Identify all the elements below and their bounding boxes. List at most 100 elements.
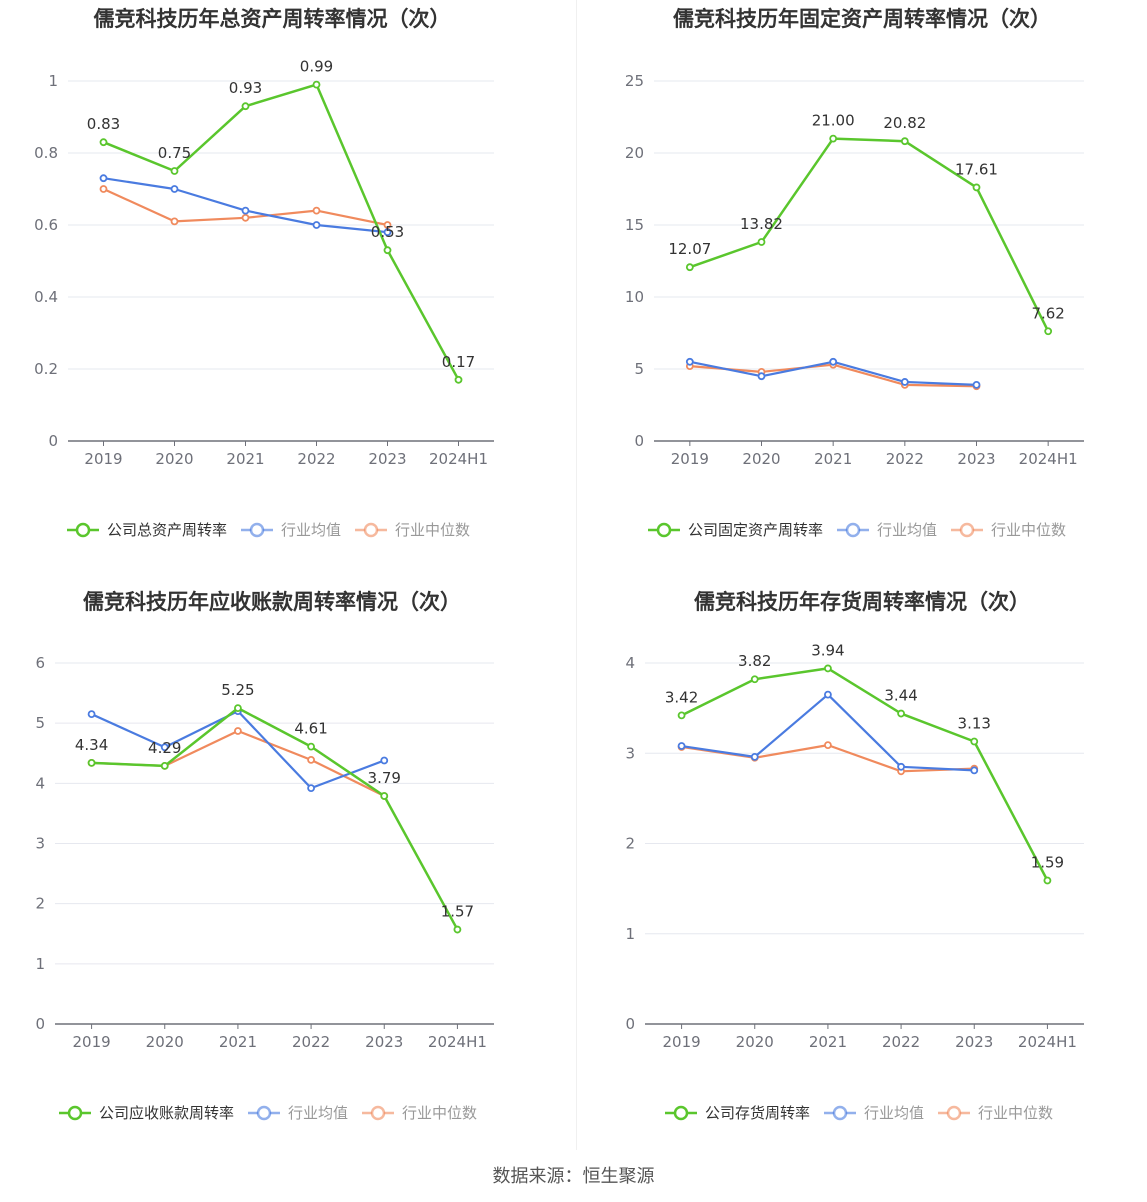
data-label: 0.93 [229,79,262,97]
y-tick-label: 0 [48,432,58,450]
data-label: 5.25 [221,681,254,699]
data-point-company [1044,327,1053,336]
chart-title: 儒竞科技历年应收账款周转率情况（次） [83,590,461,614]
data-label: 0.53 [371,223,404,241]
legend-swatch-marker [959,522,975,538]
x-tick-label: 2024H1 [429,450,488,468]
x-tick-label: 2019 [662,1033,700,1051]
y-tick-label: 1 [35,955,45,973]
data-label: 3.82 [738,652,771,670]
data-label: 12.07 [668,240,711,258]
data-label: 3.94 [811,641,844,659]
data-point-avg [900,378,909,386]
data-point-avg [241,206,250,215]
series-line-avg [103,177,388,234]
x-tick-label: 2021 [219,1033,257,1051]
data-point-avg [757,372,766,381]
x-tick-label: 2022 [292,1033,330,1051]
data-point-median [383,221,392,229]
data-point-median [824,741,832,750]
series-line-company [103,83,460,381]
data-point-company [454,375,463,384]
data-point-median [99,185,108,193]
data-point-avg [170,185,179,193]
x-tick-label: 2020 [155,450,193,468]
data-label: 3.13 [958,715,991,733]
data-point-company [87,758,96,767]
x-tick-label: 2023 [368,450,406,468]
data-point-avg [380,756,389,765]
y-tick-label: 3 [35,835,45,853]
data-label: 3.79 [368,769,401,787]
legend-label: 行业中位数 [991,521,1066,539]
x-tick-label: 2019 [671,450,709,468]
data-label: 1.59 [1031,854,1064,872]
chart-svg: 儒竞科技历年应收账款周转率情况（次） 0 1 2 3 4 5 6 2019 2020 2021 202… [35,590,494,1122]
data-point-company [383,246,392,255]
data-label: 20.82 [883,114,926,132]
legend-label: 行业均值 [281,521,341,539]
data-label: 0.17 [442,353,475,371]
data-point-median [241,213,250,222]
y-tick-label: 0.8 [34,144,58,162]
data-point-median [234,727,242,735]
x-tick-label: 2022 [297,450,335,468]
data-label: 3.44 [884,687,917,705]
chart-svg: 儒竞科技历年存货周转率情况（次） 0 1 2 3 4 2019 2020 2021 2022 202… [625,590,1084,1122]
data-point-company [170,167,179,175]
y-tick-label: 20 [625,144,644,162]
data-point-company [900,137,909,146]
legend-label: 公司应收账款周转率 [99,1104,234,1122]
data-point-company [312,80,321,89]
data-label: 4.61 [294,720,327,738]
x-tick-label: 2020 [146,1033,184,1051]
chart-svg: 儒竞科技历年固定资产周转率情况（次） 0 5 10 15 20 25 2019 2020 2021… [625,7,1084,539]
y-tick-label: 0 [35,1015,45,1033]
data-point-company [972,183,981,192]
data-label: 0.99 [300,58,333,76]
legend-label: 行业均值 [877,521,937,539]
data-label: 21.00 [812,112,855,130]
y-tick-label: 2 [625,835,635,853]
y-tick-label: 1 [625,925,635,943]
legend-swatch-marker [656,522,672,538]
x-tick-label: 2021 [809,1033,847,1051]
legend-swatch-marker [363,522,379,538]
legend-swatch-marker [845,522,861,538]
data-point-avg [87,710,96,719]
chart-title: 儒竞科技历年总资产周转率情况（次） [94,7,451,31]
x-tick-label: 2022 [886,450,924,468]
legend-label: 行业均值 [864,1104,924,1122]
chart-title: 儒竞科技历年存货周转率情况（次） [694,590,1030,614]
legend-swatch-marker [832,1105,848,1121]
data-point-avg [750,752,759,761]
legend-label: 公司存货周转率 [705,1104,810,1122]
data-label: 4.29 [148,739,181,757]
x-tick-label: 2020 [736,1033,774,1051]
data-point-company [234,704,242,713]
legend-swatch-marker [256,1105,272,1121]
data-label: 7.62 [1031,304,1064,322]
x-tick-label: 2023 [955,1033,993,1051]
data-point-avg [307,784,315,793]
y-tick-label: 0.2 [34,360,58,378]
y-tick-label: 0 [625,1015,635,1033]
legend-label: 公司总资产周转率 [107,521,227,539]
data-label: 3.42 [665,688,698,706]
data-point-company [453,925,462,934]
y-tick-label: 4 [625,654,635,672]
chart-svg: 儒竞科技历年总资产周转率情况（次） 0 0.2 0.4 0.6 0.8 1 2019 2020 2… [34,7,494,539]
legend-swatch-marker [67,1105,83,1121]
legend-label: 行业中位数 [402,1104,477,1122]
legend-swatch-marker [673,1105,689,1121]
legend-swatch-marker [946,1105,962,1121]
x-tick-label: 2024H1 [428,1033,487,1051]
x-tick-label: 2019 [72,1033,110,1051]
data-source-note: 数据来源：恒生聚源 [492,1166,655,1187]
data-point-company [757,238,766,246]
data-label: 0.83 [87,115,120,133]
data-point-company [307,742,315,751]
data-point-company [1043,876,1052,885]
x-tick-label: 2021 [814,450,852,468]
data-point-company [99,138,108,147]
